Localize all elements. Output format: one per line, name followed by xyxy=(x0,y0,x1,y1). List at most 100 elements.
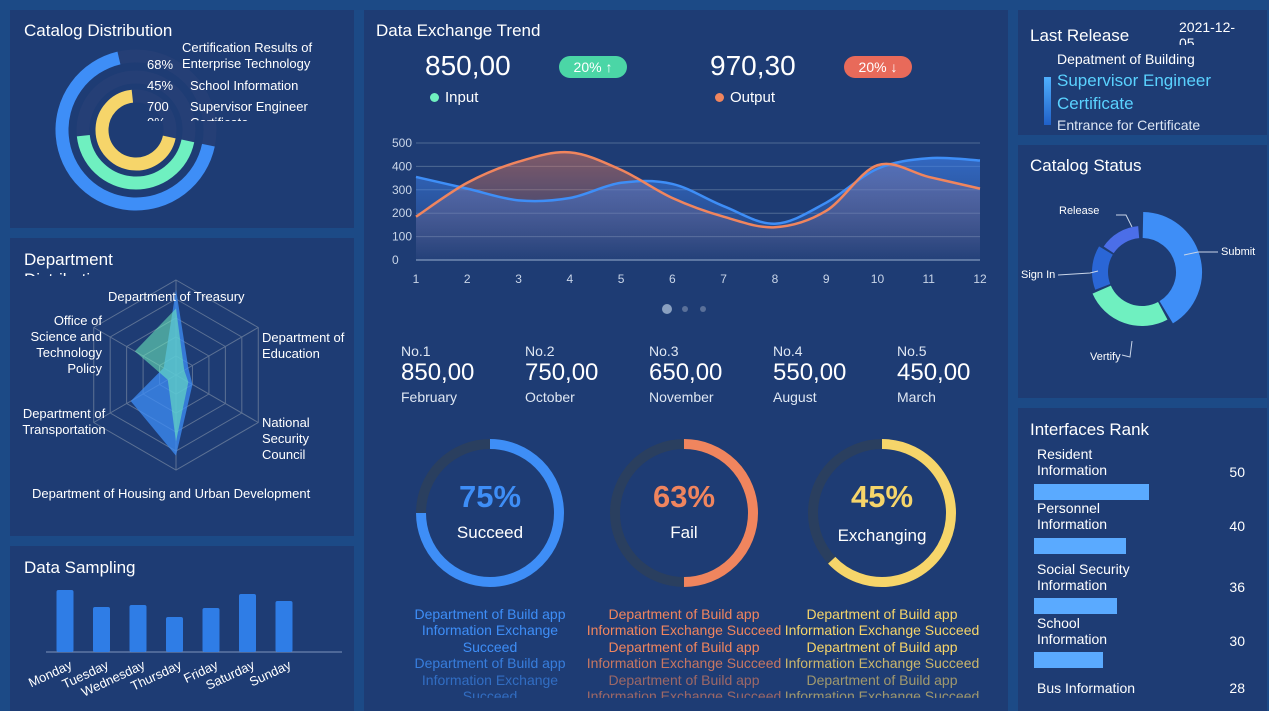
bar-friday xyxy=(202,608,220,652)
gauge-label: Exchanging xyxy=(837,526,927,545)
panel-title: Catalog Status xyxy=(1030,156,1142,175)
radar-label-transportation: Department of Transportation xyxy=(22,406,106,437)
interface-count: 30 xyxy=(1229,633,1245,649)
radar-chart xyxy=(93,279,259,471)
x-tick-label: 3 xyxy=(515,272,522,286)
panel-title: Data Sampling xyxy=(24,558,136,577)
input-value: 850,00 xyxy=(425,50,511,81)
input-legend: Input xyxy=(430,89,478,106)
y-tick-label: 0 xyxy=(392,253,399,267)
interface-bar xyxy=(1034,652,1103,668)
ring-arc-1 xyxy=(55,51,215,211)
gauge-arc xyxy=(416,439,564,587)
legend-pct-2: 45% xyxy=(147,78,174,93)
bar-wednesday xyxy=(129,605,147,652)
rank-month: February xyxy=(401,389,458,405)
gauge-caption-line: Department of Build app xyxy=(806,638,958,655)
rank-value: 750,00 xyxy=(525,359,599,386)
interface-name: School Information xyxy=(1037,615,1108,647)
last-release-panel: Last Release 2021-12-05 Depatment of Bui… xyxy=(1018,10,1267,135)
output-legend: Output xyxy=(715,89,775,106)
y-tick-label: 500 xyxy=(392,136,412,150)
input-dot-icon xyxy=(430,93,439,102)
x-tick-label: 4 xyxy=(566,272,573,286)
gauge-caption-line: Information Exchange Succeed xyxy=(784,655,980,672)
data-sampling-panel: Data Sampling Monday Tuesday Wednesday Thur… xyxy=(10,546,354,711)
gauge-caption-line: Information Exchange xyxy=(421,622,559,639)
rank-number: No.5 xyxy=(897,343,927,359)
y-tick-label: 100 xyxy=(392,230,412,244)
gauge-caption-line: Department of Build app xyxy=(608,671,760,688)
x-tick-label: 5 xyxy=(618,272,625,286)
rank-value: 550,00 xyxy=(773,359,847,386)
release-department: Depatment of Building xyxy=(1057,51,1195,67)
gauge-percent: 45% xyxy=(850,479,914,514)
status-leader-line xyxy=(1121,340,1133,358)
rank-month: October xyxy=(525,389,575,405)
rank-value: 850,00 xyxy=(401,359,475,386)
x-tick-label: 6 xyxy=(669,272,676,286)
radar-label-education: Department of Education xyxy=(262,330,345,361)
interface-name: Personnel Information xyxy=(1037,500,1108,532)
ring-arc-2 xyxy=(76,134,195,190)
x-tick-label: 7 xyxy=(720,272,727,286)
interface-bar xyxy=(1034,598,1117,614)
status-submit xyxy=(1142,212,1202,324)
rank-number: No.1 xyxy=(401,343,431,359)
release-entrance[interactable]: Entrance for Certificate xyxy=(1057,117,1201,133)
rank-number: No.4 xyxy=(773,343,803,359)
rank-item: No.4 550,00 August xyxy=(773,343,883,408)
rank-item: No.5 450,00 March xyxy=(897,343,1007,408)
output-label: Output xyxy=(730,89,776,106)
gauge-caption-line: Information Exchange xyxy=(421,671,559,688)
rank-month: August xyxy=(773,389,817,405)
legend-label-3: Supervisor Engineer Certificate xyxy=(190,99,308,121)
gauge-arc xyxy=(683,439,758,587)
interface-name: Resident Information xyxy=(1037,446,1108,478)
interface-name: Social Security Information xyxy=(1037,561,1130,593)
gauge-rings xyxy=(416,439,956,587)
concentric-ring-chart xyxy=(55,49,217,211)
status-label-submit: Submit xyxy=(1221,246,1256,258)
output-value: 970,30 xyxy=(710,50,796,81)
interface-name: Bus Information xyxy=(1037,680,1136,696)
output-badge: 20% ↓ xyxy=(844,56,912,78)
y-tick-label: 200 xyxy=(392,206,412,220)
gauge-caption-line: Information Exchange Succeed xyxy=(784,622,980,639)
interface-count: 36 xyxy=(1229,579,1245,595)
x-tick-label: 9 xyxy=(823,272,830,286)
status-label-signin: Sign In xyxy=(1021,269,1056,281)
interfaces-rank-panel: Interfaces Rank Resident Information 50 Pe… xyxy=(1018,408,1267,711)
x-tick-label: 1 xyxy=(413,272,420,286)
carousel-dot[interactable] xyxy=(700,306,706,312)
legend-pct-3: 7000% xyxy=(147,99,169,121)
carousel-dot[interactable] xyxy=(682,306,688,312)
input-label: Input xyxy=(445,89,479,106)
status-leader-line xyxy=(1116,214,1133,228)
panel-title: Catalog Distribution xyxy=(24,21,173,40)
gauge-caption-line: Department of Build app xyxy=(608,638,760,655)
radar-axis xyxy=(175,327,259,376)
panel-title: Department Distribution xyxy=(24,250,113,276)
release-date: 2021-12-05 xyxy=(1179,19,1236,45)
gauge-label: Fail xyxy=(670,523,698,542)
panel-title: Data Exchange Trend xyxy=(376,21,541,40)
day-label: Sunday xyxy=(247,657,294,689)
gauge-caption-line: Department of Build app xyxy=(414,655,566,672)
gauge-percent: 75% xyxy=(458,479,522,514)
output-line xyxy=(415,150,981,229)
x-tick-label: 10 xyxy=(871,272,885,286)
interface-count: 50 xyxy=(1229,464,1245,480)
status-verify xyxy=(1092,285,1168,326)
x-tick-label: 11 xyxy=(922,272,935,286)
gauge-caption: Department of Build app Information Excha… xyxy=(574,606,794,698)
status-label-release: Release xyxy=(1059,205,1100,217)
input-line xyxy=(415,156,981,225)
carousel-dot-active[interactable] xyxy=(662,304,672,314)
catalog-distribution-panel: Catalog Distribution 68% Certification R… xyxy=(10,10,354,228)
x-tick-label: 2 xyxy=(464,272,471,286)
bar-tuesday xyxy=(93,607,110,652)
gauge-caption-line: Succeed xyxy=(462,688,518,698)
bar-monday xyxy=(56,590,74,652)
